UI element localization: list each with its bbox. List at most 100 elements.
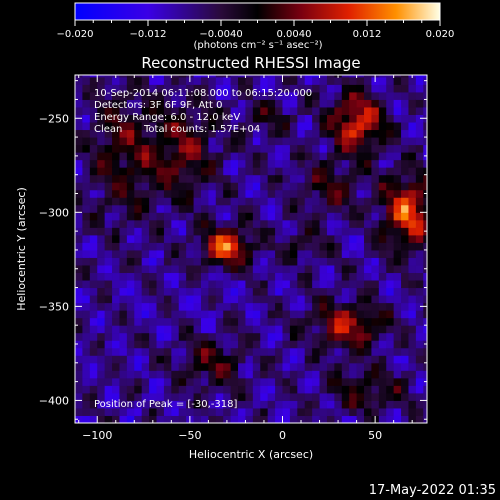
heatmap-cell [230, 249, 239, 258]
heatmap-cell [378, 325, 387, 334]
heatmap-cell [75, 242, 83, 251]
heatmap-cell [378, 84, 387, 93]
heatmap-cell [89, 114, 98, 123]
heatmap-cell [364, 212, 372, 221]
heatmap-cell [238, 347, 246, 356]
heatmap-cell [126, 84, 135, 93]
annotation-total-counts: Total counts: 1.57E+04 [143, 124, 260, 135]
heatmap-cell [171, 84, 180, 93]
heatmap-cell [89, 385, 98, 394]
heatmap-cell [119, 159, 128, 168]
heatmap-cell [408, 302, 417, 311]
heatmap-cell [82, 295, 91, 304]
heatmap-cell [275, 377, 283, 386]
heatmap-cell [349, 310, 358, 319]
heatmap-cell [178, 167, 187, 176]
heatmap-cell [75, 84, 83, 93]
heatmap-cell [252, 159, 261, 168]
heatmap-cell [200, 75, 209, 78]
heatmap-cell [75, 362, 83, 371]
heatmap-cell [415, 159, 424, 168]
heatmap-cell [319, 249, 328, 258]
heatmap-cell [341, 106, 350, 115]
heatmap-cell [304, 234, 313, 243]
y-tick-label: −300 [39, 206, 69, 219]
heatmap-cell [104, 287, 113, 296]
heatmap-cell [282, 355, 291, 364]
heatmap-cell [275, 302, 283, 311]
heatmap-cell [326, 295, 335, 304]
heatmap-cell [349, 137, 358, 146]
heatmap-cell [319, 204, 328, 213]
heatmap-cell [334, 204, 343, 213]
heatmap-cell [171, 204, 180, 213]
heatmap-cell [326, 84, 335, 93]
heatmap-cell [200, 370, 209, 379]
heatmap-cell [186, 249, 195, 258]
heatmap-cell [304, 347, 313, 356]
heatmap-cell [82, 362, 91, 371]
heatmap-cell [267, 325, 276, 334]
heatmap-cell [267, 99, 276, 108]
heatmap-cell [401, 347, 409, 356]
heatmap-cell [97, 392, 106, 401]
heatmap-cell [156, 257, 165, 266]
colorbar-tick-label: 0.0040 [277, 29, 312, 40]
heatmap-cell [112, 362, 120, 371]
heatmap-cell [97, 212, 106, 221]
heatmap-cell [186, 257, 195, 266]
heatmap-cell [141, 317, 150, 326]
heatmap-cell [356, 370, 365, 379]
heatmap-cell [282, 114, 291, 123]
heatmap-cell [119, 189, 128, 198]
heatmap-cell [126, 280, 135, 289]
heatmap-cell [282, 167, 291, 176]
heatmap-cell [378, 197, 387, 206]
heatmap-cell [341, 75, 350, 78]
heatmap-cell [364, 137, 372, 146]
heatmap-cell [245, 129, 254, 138]
heatmap-cell [401, 152, 409, 161]
heatmap-cell [260, 129, 269, 138]
heatmap-cell [282, 407, 291, 416]
heatmap-cell [104, 257, 113, 266]
heatmap-cell [141, 129, 150, 138]
heatmap-cell [141, 295, 150, 304]
heatmap-cell [341, 264, 350, 274]
heatmap-cell [89, 234, 98, 243]
heatmap-cell [104, 355, 113, 364]
heatmap-cell [275, 212, 283, 221]
heatmap-cell [89, 302, 98, 311]
heatmap-cell [178, 287, 187, 296]
heatmap-cell [334, 272, 343, 281]
heatmap-cell [104, 242, 113, 251]
heatmap-cell [260, 317, 269, 326]
heatmap-cell [304, 84, 313, 93]
heatmap-cell [260, 122, 269, 131]
heatmap-cell [334, 114, 343, 123]
heatmap-cell [97, 174, 106, 183]
heatmap-cell [171, 340, 180, 349]
heatmap-cell [393, 325, 402, 334]
heatmap-cell [289, 325, 298, 334]
heatmap-cell [178, 272, 187, 281]
heatmap-cell [252, 84, 261, 93]
heatmap-cell [378, 212, 387, 221]
heatmap-cell [193, 272, 202, 281]
heatmap-cell [378, 317, 387, 326]
heatmap-cell [393, 76, 402, 85]
heatmap-cell [275, 129, 283, 138]
heatmap-cell [97, 400, 106, 409]
heatmap-cell [371, 212, 380, 221]
heatmap-cell [267, 84, 276, 93]
heatmap-cell [97, 144, 106, 153]
plot-frame [74, 74, 428, 424]
heatmap-cell [423, 392, 427, 401]
heatmap-cell [341, 332, 350, 341]
heatmap-cell [267, 129, 276, 138]
heatmap-cell [423, 204, 427, 213]
heatmap-cell [386, 257, 395, 266]
heatmap-cell [89, 152, 98, 161]
heatmap-cell [386, 317, 395, 326]
heatmap-cell [230, 355, 239, 364]
